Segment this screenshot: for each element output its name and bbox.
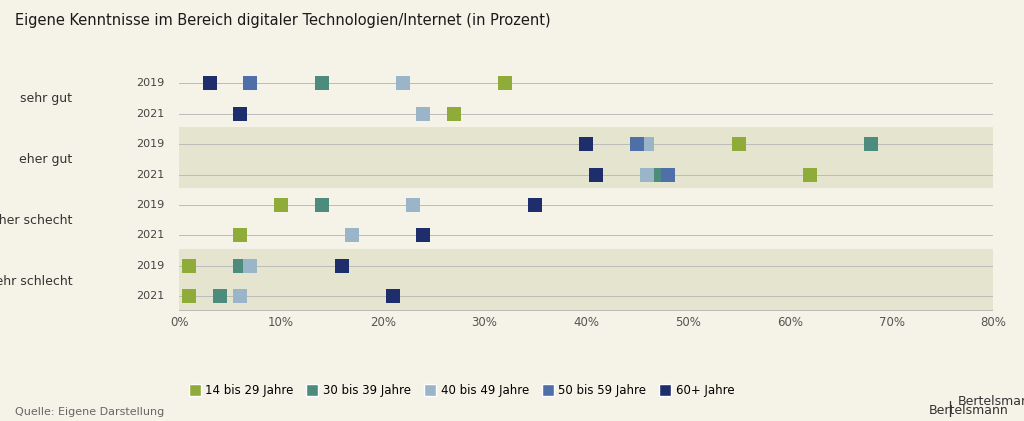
Point: [659, 171, 676, 178]
Point: [802, 171, 818, 178]
Point: [232, 110, 249, 117]
Point: [497, 80, 513, 87]
Point: [578, 141, 594, 147]
Text: 2021: 2021: [136, 230, 164, 240]
Text: 2019: 2019: [136, 139, 164, 149]
Legend: 14 bis 29 Jahre, 30 bis 39 Jahre, 40 bis 49 Jahre, 50 bis 59 Jahre, 60+ Jahre: 14 bis 29 Jahre, 30 bis 39 Jahre, 40 bis…: [185, 379, 739, 402]
Point: [232, 232, 249, 239]
Point: [395, 80, 412, 87]
Text: 2021: 2021: [136, 109, 164, 119]
Text: eher schecht: eher schecht: [0, 214, 73, 227]
Text: Eigene Kenntnisse im Bereich digitaler Technologien/Internet (in Prozent): Eigene Kenntnisse im Bereich digitaler T…: [15, 13, 551, 28]
Text: 2019: 2019: [136, 261, 164, 271]
Point: [639, 171, 655, 178]
Point: [272, 202, 289, 208]
Point: [313, 202, 330, 208]
Text: Bertelsmann: Bertelsmann: [929, 404, 1009, 417]
Point: [649, 171, 666, 178]
Text: 2021: 2021: [136, 291, 164, 301]
Point: [863, 141, 880, 147]
Text: |: |: [947, 401, 952, 417]
Point: [232, 110, 249, 117]
Point: [243, 80, 259, 87]
Point: [445, 110, 462, 117]
Bar: [179, 128, 993, 188]
Point: [731, 141, 748, 147]
Text: sehr schlecht: sehr schlecht: [0, 274, 73, 288]
Point: [527, 202, 544, 208]
Text: sehr gut: sehr gut: [20, 92, 73, 105]
Point: [232, 293, 249, 300]
Point: [313, 80, 330, 87]
Text: Quelle: Eigene Darstellung: Quelle: Eigene Darstellung: [15, 407, 165, 417]
Text: BertelsmannStiftung: BertelsmannStiftung: [880, 404, 1009, 417]
Point: [334, 263, 350, 269]
Point: [344, 232, 360, 239]
Point: [416, 232, 432, 239]
Point: [416, 110, 432, 117]
Point: [416, 232, 432, 239]
Text: 2019: 2019: [136, 78, 164, 88]
Point: [406, 202, 422, 208]
Point: [385, 293, 401, 300]
Point: [212, 293, 228, 300]
Text: 2019: 2019: [136, 200, 164, 210]
Point: [588, 171, 604, 178]
Bar: [179, 249, 993, 310]
Point: [232, 263, 249, 269]
Point: [344, 232, 360, 239]
Point: [181, 293, 198, 300]
Point: [629, 141, 645, 147]
Point: [181, 263, 198, 269]
Point: [639, 141, 655, 147]
Point: [202, 80, 218, 87]
Text: 2021: 2021: [136, 170, 164, 180]
Text: eher gut: eher gut: [19, 153, 73, 166]
Text: Bertelsmann: Bertelsmann: [957, 395, 1024, 408]
Point: [243, 263, 259, 269]
